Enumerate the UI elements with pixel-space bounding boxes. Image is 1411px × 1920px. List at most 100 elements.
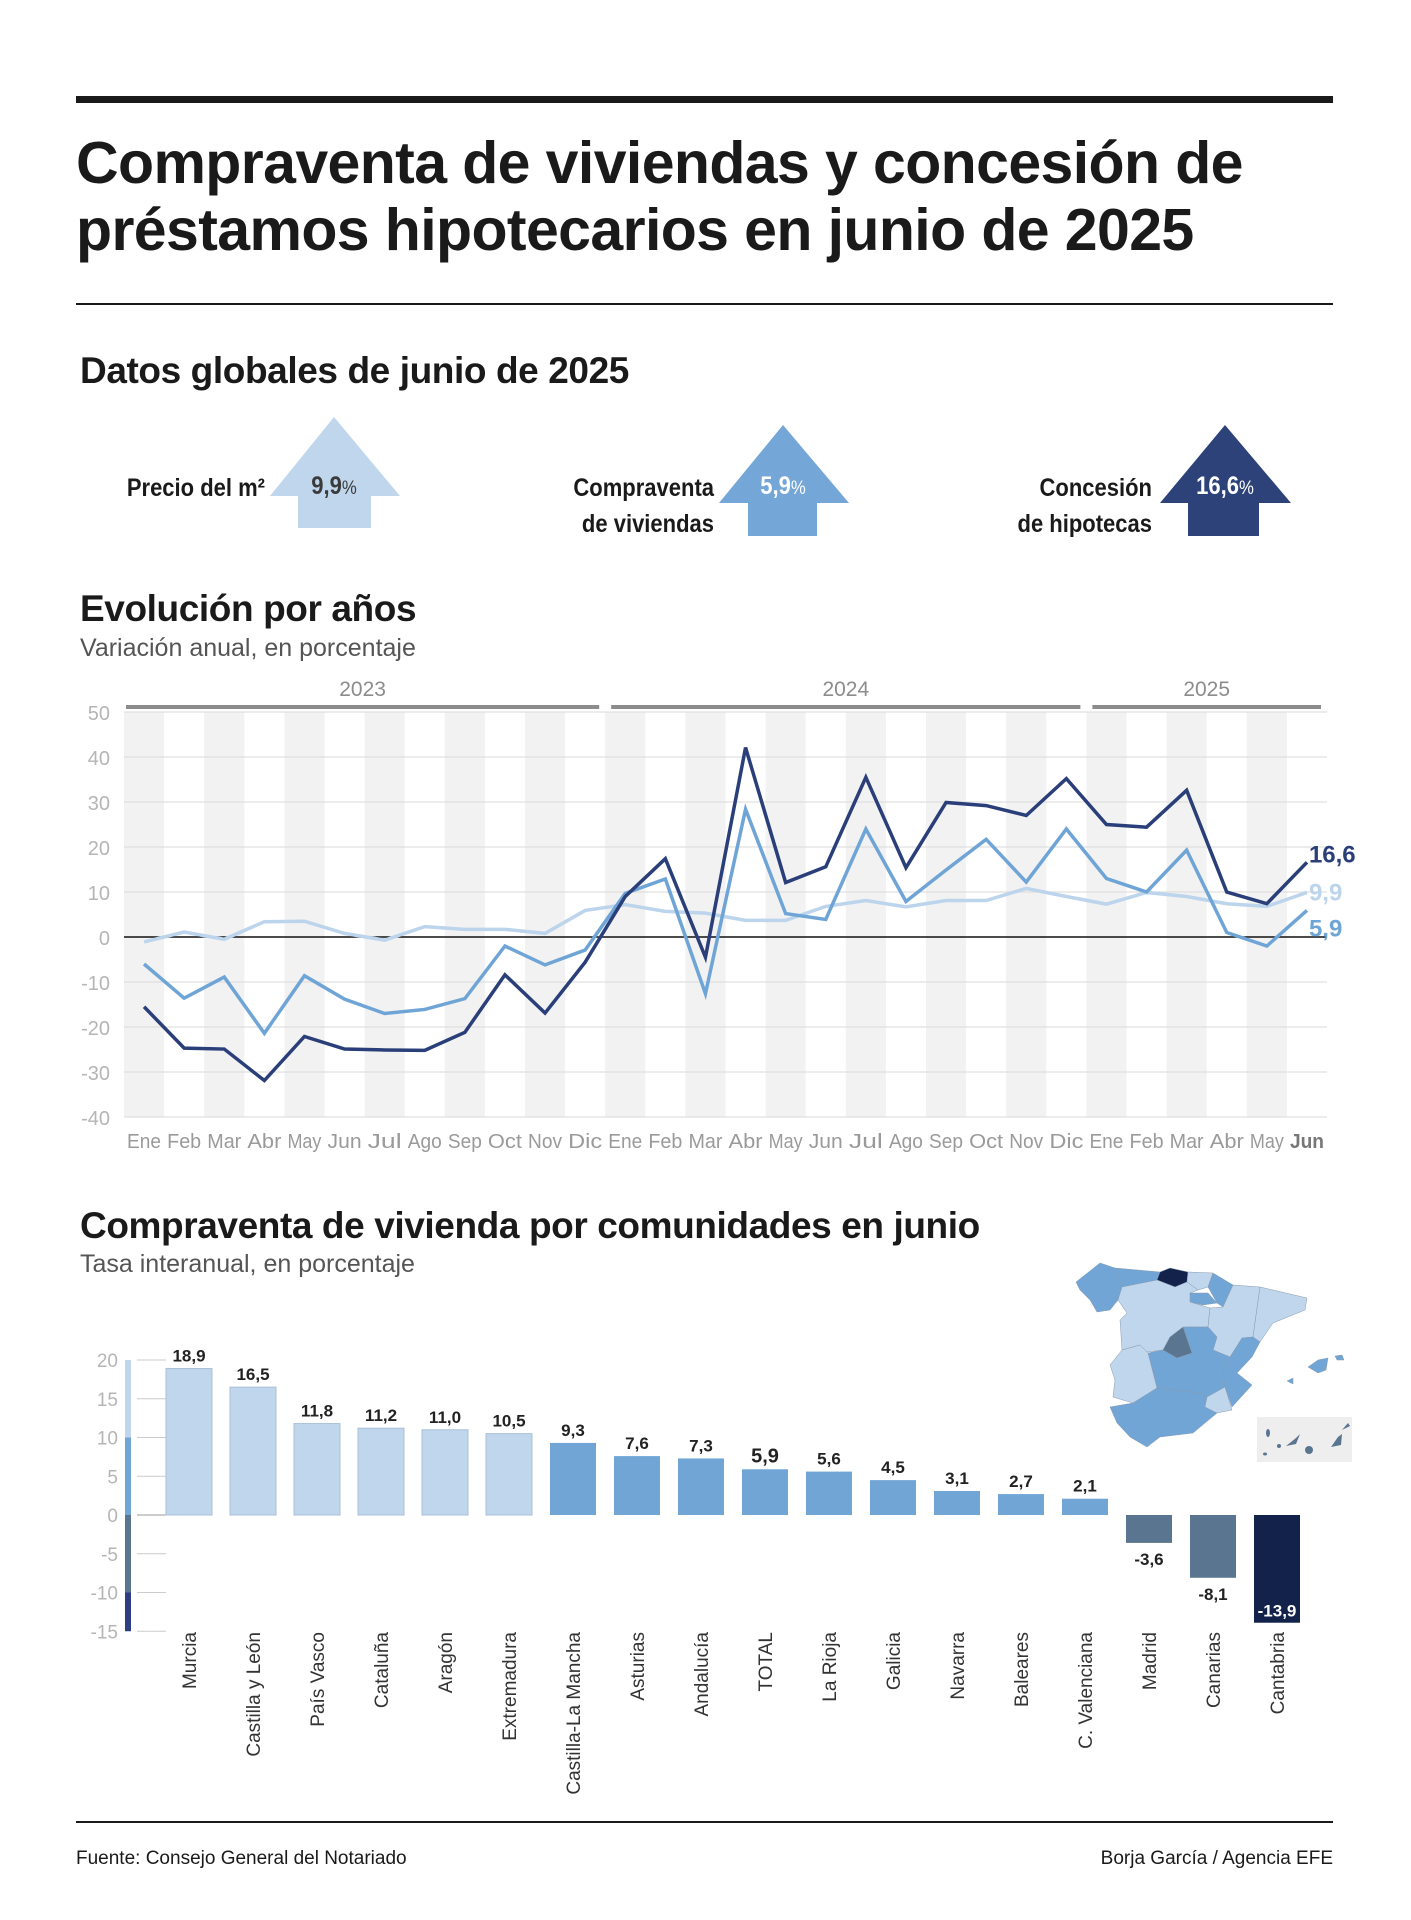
bar-value-label: 4,5 [881, 1458, 905, 1477]
bar [678, 1458, 724, 1515]
x-tick-label: Jun [1290, 1131, 1324, 1153]
page-title: Compraventa de viviendas y concesión de … [76, 130, 1243, 263]
bar [806, 1471, 852, 1515]
color-scale-band [125, 1437, 131, 1515]
color-scale-band [125, 1592, 131, 1632]
arrow-up-icon [270, 417, 400, 528]
x-tick-label: May [769, 1131, 803, 1153]
y-tick-label: 0 [107, 1506, 118, 1527]
bar [550, 1442, 596, 1515]
month-band [525, 712, 566, 1117]
bar-value-label: -8,1 [1198, 1585, 1227, 1604]
credit: Borja García / Agencia EFE [1100, 1848, 1333, 1869]
bar [1062, 1498, 1108, 1515]
kpi-label-precio: Precio del m² [126, 474, 266, 502]
x-tick-label: Nov [528, 1131, 562, 1153]
month-band [1006, 712, 1047, 1117]
bar [165, 1368, 213, 1516]
x-tick-label: Jul [849, 1131, 883, 1153]
month-band [845, 712, 886, 1117]
category-label: TOTAL [756, 1632, 777, 1691]
region-baleares-menorca [1334, 1354, 1345, 1361]
x-tick-label: Nov [1009, 1131, 1043, 1153]
y-tick-label: -10 [91, 1584, 118, 1605]
x-tick-label: Dic [1049, 1131, 1083, 1153]
bar [485, 1433, 533, 1516]
x-tick-label: Jun [328, 1131, 362, 1153]
y-tick-label: 15 [97, 1390, 118, 1411]
y-tick-label: 40 [88, 748, 110, 770]
category-label: Baleares [1012, 1632, 1033, 1707]
y-tick-label: 0 [99, 928, 110, 950]
x-tick-label: Feb [1130, 1131, 1164, 1153]
kpi-label-hipotecas: Concesión de hipotecas [1017, 474, 1152, 538]
kpi-value-compraventa: 5,9% [760, 472, 806, 500]
region-c-valenciana [1222, 1336, 1261, 1408]
region-baleares-ibiza [1286, 1377, 1294, 1385]
x-tick-label: Ene [127, 1131, 161, 1153]
y-tick-label: 10 [97, 1429, 118, 1450]
kpi-label-compraventa: Compraventa de viviendas [573, 474, 714, 538]
bar-value-label: 16,5 [236, 1365, 269, 1384]
bar-value-label: 3,1 [945, 1469, 969, 1488]
x-tick-label: Feb [648, 1131, 682, 1153]
month-band [1086, 712, 1127, 1117]
year-label: 2024 [822, 678, 869, 701]
canarias-inset [1257, 1417, 1352, 1462]
bar [1190, 1515, 1236, 1578]
title-divider [76, 303, 1333, 305]
x-tick-label: Jul [368, 1131, 402, 1153]
series-line-hipotecas [142, 747, 1309, 1083]
kpi-value-hipotecas: 16,6% [1196, 472, 1254, 500]
bar-chart: 20 15 10 5 0 -5 -10 -15 18,9 Murcia 16,5 Castilla y… [91, 1347, 1300, 1795]
category-label: C. Valenciana [1076, 1632, 1097, 1749]
category-label: Cantabria [1268, 1632, 1289, 1715]
region-murcia [1204, 1386, 1233, 1414]
bar-value-label: 11,2 [365, 1406, 397, 1425]
category-label: Castilla-La Mancha [564, 1632, 585, 1795]
bar [614, 1456, 660, 1515]
y-tick-label: -10 [81, 973, 110, 995]
y-tick-label: -5 [101, 1545, 118, 1566]
year-label: 2023 [339, 678, 386, 701]
category-label: La Rioja [820, 1632, 841, 1702]
y-tick-label: 5 [107, 1467, 118, 1488]
month-band [284, 712, 325, 1117]
x-tick-label: Ene [608, 1131, 642, 1153]
x-tick-label: May [287, 1131, 321, 1153]
month-band [926, 712, 967, 1117]
end-label-compraventa: 5,9 [1309, 915, 1342, 942]
footer-divider [76, 1821, 1333, 1823]
y-tick-label: -40 [81, 1108, 110, 1130]
year-bracket [126, 705, 600, 709]
year-label: 2025 [1183, 678, 1230, 701]
source-note: Fuente: Consejo General del Notariado [76, 1848, 407, 1869]
month-band [1166, 712, 1207, 1117]
bar [934, 1490, 980, 1515]
arrow-up-icon [1160, 425, 1291, 536]
line-chart: 50 40 30 20 10 0 -10 -20 -30 -40 2023 2024 2025 Ene Fe… [81, 678, 1356, 1153]
x-tick-label: Abr [1210, 1131, 1244, 1153]
bar-chart-title: Compraventa de vivienda por comunidades … [80, 1205, 980, 1246]
x-tick-label: Mar [688, 1131, 722, 1153]
y-tick-label: 20 [97, 1351, 118, 1372]
region-cataluna [1252, 1286, 1308, 1343]
bar [870, 1480, 916, 1515]
kpi-value-precio: 9,9% [311, 472, 357, 500]
y-tick-label: -30 [81, 1063, 110, 1085]
category-label: Navarra [948, 1632, 969, 1700]
year-bracket [1092, 705, 1321, 709]
spain-map [1075, 1262, 1352, 1462]
x-tick-label: Oct [969, 1131, 1003, 1153]
region-canarias [1263, 1423, 1350, 1456]
month-band [204, 712, 245, 1117]
x-tick-label: Dic [568, 1131, 602, 1153]
bar [357, 1427, 405, 1516]
y-tick-label: 30 [88, 793, 110, 815]
kpi-arrows [270, 417, 1291, 536]
arrow-up-icon [719, 425, 849, 536]
x-tick-label: Sep [448, 1131, 482, 1153]
category-label: Murcia [180, 1632, 201, 1689]
bar-value-label: 11,0 [429, 1408, 461, 1427]
color-scale-band [125, 1515, 131, 1593]
